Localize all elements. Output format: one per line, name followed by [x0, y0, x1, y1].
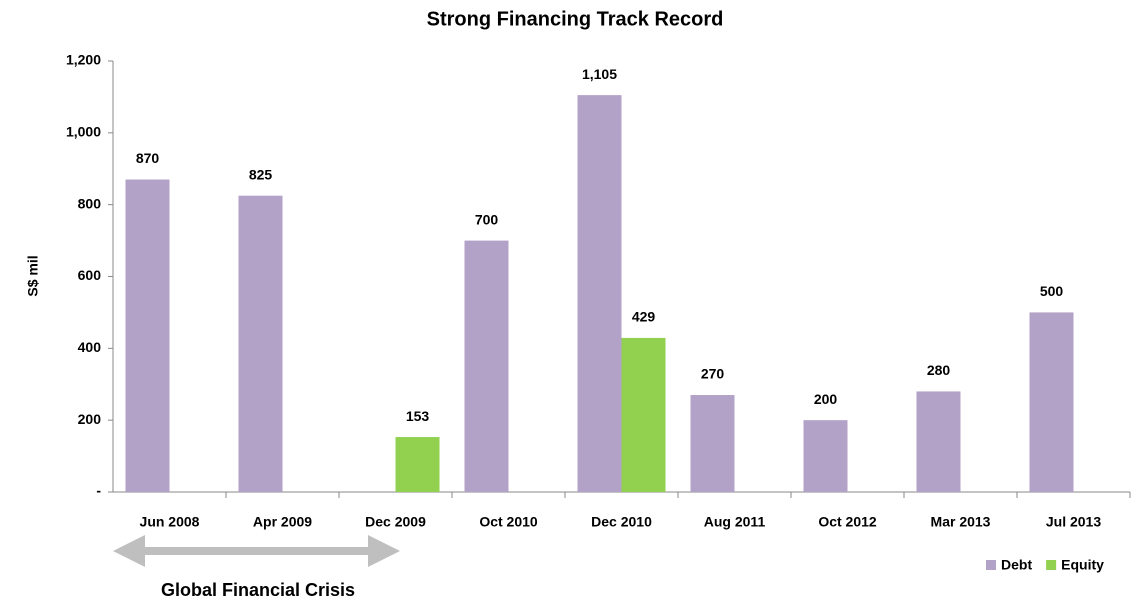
data-label: 700	[475, 211, 499, 227]
y-tick-label: 400	[78, 339, 102, 355]
bar	[395, 437, 440, 492]
legend-label: Equity	[1061, 557, 1104, 573]
x-tick-label: Dec 2010	[591, 514, 652, 530]
bar	[1029, 312, 1074, 492]
data-label: 200	[814, 391, 838, 407]
legend-swatch	[1046, 560, 1057, 570]
legend-swatch	[986, 560, 996, 570]
y-tick-label: 200	[78, 411, 102, 427]
x-tick-label: Apr 2009	[253, 514, 312, 530]
x-tick-label: Jul 2013	[1046, 514, 1101, 530]
x-tick-label: Oct 2012	[818, 514, 877, 530]
data-label: 280	[927, 362, 951, 378]
bar	[916, 391, 961, 492]
data-label: 153	[406, 408, 430, 424]
data-label: 500	[1040, 283, 1064, 299]
y-tick-label: 800	[78, 195, 102, 211]
y-tick-label: 1,000	[66, 124, 101, 140]
data-label: 1,105	[582, 66, 617, 82]
x-tick-label: Mar 2013	[931, 514, 991, 530]
crisis-arrow	[113, 535, 400, 567]
bar	[464, 240, 509, 492]
bar	[125, 179, 170, 492]
x-tick-label: Jun 2008	[140, 514, 200, 530]
y-tick-label: -	[96, 483, 101, 499]
x-tick-label: Aug 2011	[704, 514, 766, 530]
data-label: 270	[701, 366, 725, 382]
bar	[621, 337, 666, 492]
data-label: 429	[632, 309, 656, 325]
legend-label: Debt	[1001, 557, 1032, 573]
data-label: 870	[136, 150, 160, 166]
bar	[803, 420, 848, 492]
y-tick-label: 600	[78, 267, 102, 283]
y-tick-label: 1,200	[66, 52, 101, 68]
x-tick-label: Oct 2010	[479, 514, 538, 530]
bar	[238, 195, 283, 492]
bar	[690, 395, 735, 492]
data-label: 825	[249, 166, 273, 182]
x-tick-label: Dec 2009	[365, 514, 426, 530]
annotation: Global Financial Crisis	[161, 580, 355, 600]
y-axis-label: S$ mil	[25, 255, 41, 296]
chart-title: Strong Financing Track Record	[427, 8, 724, 30]
bar	[577, 95, 622, 492]
